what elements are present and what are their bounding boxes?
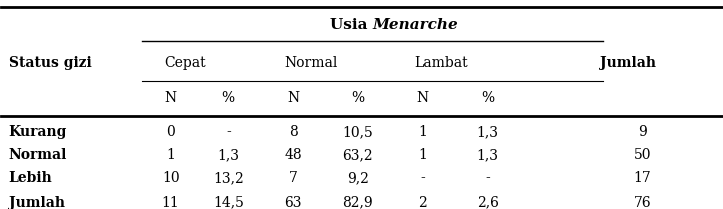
Text: Cepat: Cepat [164, 56, 206, 70]
Text: 10,5: 10,5 [343, 125, 373, 139]
Text: 9: 9 [638, 125, 647, 139]
Text: N: N [287, 91, 299, 105]
Text: Jumlah: Jumlah [600, 56, 656, 70]
Text: Status gizi: Status gizi [9, 56, 91, 70]
Text: Lambat: Lambat [414, 56, 468, 70]
Text: Normal: Normal [284, 56, 338, 70]
Text: 1: 1 [419, 125, 427, 139]
Text: Jumlah: Jumlah [9, 196, 64, 209]
Text: N: N [416, 91, 429, 105]
Text: 7: 7 [288, 171, 298, 185]
Text: %: % [481, 91, 494, 105]
Text: Lebih: Lebih [9, 171, 52, 185]
Text: 1: 1 [419, 148, 427, 162]
Text: 13,2: 13,2 [213, 171, 244, 185]
Text: 1,3: 1,3 [217, 148, 239, 162]
Text: 2,6: 2,6 [476, 196, 498, 209]
Text: Kurang: Kurang [9, 125, 67, 139]
Text: 10: 10 [162, 171, 179, 185]
Text: 76: 76 [633, 196, 651, 209]
Text: N: N [165, 91, 176, 105]
Text: 1,3: 1,3 [476, 148, 499, 162]
Text: 2: 2 [419, 196, 427, 209]
Text: 48: 48 [284, 148, 302, 162]
Text: 1: 1 [166, 148, 175, 162]
Text: 63: 63 [284, 196, 301, 209]
Text: -: - [226, 125, 231, 139]
Text: Menarche: Menarche [372, 18, 458, 32]
Text: 1,3: 1,3 [476, 125, 499, 139]
Text: 17: 17 [633, 171, 651, 185]
Text: Usia: Usia [330, 18, 372, 32]
Text: -: - [420, 171, 425, 185]
Text: 50: 50 [633, 148, 651, 162]
Text: 0: 0 [166, 125, 175, 139]
Text: 63,2: 63,2 [343, 148, 373, 162]
Text: 82,9: 82,9 [343, 196, 373, 209]
Text: %: % [222, 91, 235, 105]
Text: 14,5: 14,5 [213, 196, 244, 209]
Text: Normal: Normal [9, 148, 67, 162]
Text: %: % [351, 91, 364, 105]
Text: -: - [485, 171, 490, 185]
Text: 8: 8 [288, 125, 297, 139]
Text: 9,2: 9,2 [347, 171, 369, 185]
Text: 11: 11 [162, 196, 179, 209]
